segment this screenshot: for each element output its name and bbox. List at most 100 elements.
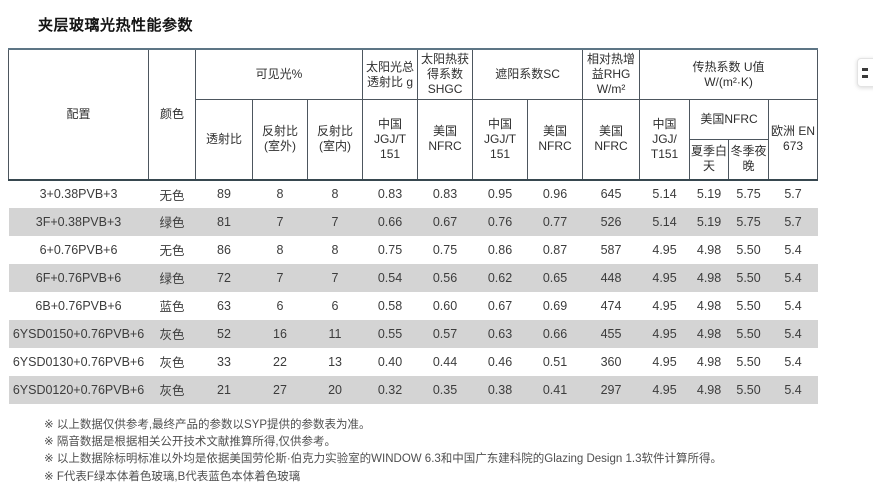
cell-value: 0.66 (377, 214, 403, 229)
cell-value: 0.62 (487, 270, 513, 285)
cell-color: 绿色 (159, 216, 185, 230)
table-header: 配置 颜色 可见光% 太阳光总透射比 g 太阳热获得系数 SHGC 遮阳系数SC… (8, 48, 819, 180)
cell-value: 0.57 (432, 326, 458, 341)
col-group-shgc: 太阳热获得系数 SHGC (417, 48, 474, 100)
cell-config: 6YSD0130+0.76PVB+6 (12, 354, 145, 369)
col-header-rhg-us: 美国 NFRC (582, 99, 641, 180)
cell-color: 无色 (148, 178, 196, 208)
cell-value: 0.96 (527, 178, 583, 208)
cell-color: 无色 (159, 244, 185, 258)
cell-value: 0.83 (362, 178, 418, 208)
cell-color: 灰色 (159, 384, 185, 398)
table-body: 3+0.38PVB+3 无色 89 8 8 0.83 0.83 0.95 0.96 645 5.14… (8, 178, 818, 404)
cell-value: 0.76 (487, 214, 513, 229)
cell-config: 6F+0.76PVB+6 (35, 270, 122, 285)
cell-value: 7 (331, 214, 339, 229)
table-row: 6F+0.76PVB+6 绿色 72 7 7 0.54 0.56 0.62 0.65 448 4.9… (8, 263, 818, 292)
cell-value: 0.65 (542, 270, 568, 285)
cell-value: 0.40 (377, 354, 403, 369)
cell-value: 22 (273, 354, 287, 369)
table-row: 6+0.76PVB+6 无色 86 8 8 0.75 0.75 0.86 0.87 587 4.95… (9, 236, 818, 264)
cell-config: 6YSD0120+0.76PVB+6 (12, 382, 145, 397)
cell-value: 5.19 (696, 214, 722, 229)
cell-value: 27 (273, 382, 287, 397)
table-row: 6B+0.76PVB+6 蓝色 63 6 6 0.58 0.60 0.67 0.69 474 4.9… (9, 292, 818, 320)
col-header-winter-night: 冬季夜晚 (728, 139, 770, 180)
cell-value: 16 (273, 326, 287, 341)
table-row: 3+0.38PVB+3 无色 89 8 8 0.83 0.83 0.95 0.96 645 5.14… (8, 178, 818, 208)
floating-widget[interactable] (857, 58, 873, 87)
cell-value: 4.95 (652, 242, 677, 257)
cell-config: 6B+0.76PVB+6 (35, 298, 122, 313)
cell-config: 3F+0.38PVB+3 (35, 214, 122, 229)
cell-value: 5.50 (736, 382, 761, 397)
col-header-config: 配置 (8, 48, 149, 180)
cell-value: 52 (217, 326, 231, 341)
cell-value: 21 (217, 382, 231, 397)
cell-value: 5.14 (639, 178, 690, 208)
col-header-u-us-nfrc: 美国NFRC (689, 99, 770, 140)
cell-value: 89 (195, 178, 253, 208)
cell-value: 0.46 (487, 354, 513, 369)
cell-value: 0.77 (542, 214, 568, 229)
cell-value: 6 (331, 298, 339, 313)
cell-value: 5.50 (736, 326, 761, 341)
cell-value: 11 (328, 326, 342, 341)
cell-value: 81 (217, 214, 231, 229)
cell-value: 0.69 (542, 298, 568, 313)
cell-value: 0.58 (377, 298, 403, 313)
cell-value: 8 (307, 178, 363, 208)
footnote: ※ 以上数据仅供参考,最终产品的参数以SYP提供的参数表为准。 (44, 418, 371, 431)
col-header-reflect-out: 反射比 (室外) (252, 99, 308, 180)
u-value-label: 传热系数 U值 W/(m²·K) (692, 59, 765, 89)
cell-value: 20 (328, 382, 342, 397)
cell-value: 86 (217, 242, 231, 257)
cell-value: 4.98 (696, 382, 722, 397)
cell-value: 0.95 (472, 178, 528, 208)
cell-value: 8 (331, 242, 339, 257)
cell-value: 0.75 (432, 242, 458, 257)
col-group-sc: 遮阳系数SC (472, 48, 584, 100)
cell-value: 360 (600, 354, 622, 369)
cell-value: 13 (328, 354, 342, 369)
cell-config: 6+0.76PVB+6 (39, 242, 118, 257)
cell-value: 0.60 (432, 298, 458, 313)
cell-value: 0.86 (487, 242, 513, 257)
cell-value: 0.67 (487, 298, 513, 313)
cell-value: 5.50 (736, 354, 761, 369)
col-header-u-eu: 欧洲 EN 673 (768, 99, 819, 180)
cell-value: 587 (600, 242, 622, 257)
cell-value: 5.4 (784, 354, 802, 369)
cell-value: 5.50 (736, 270, 761, 285)
cell-value: 0.87 (542, 242, 568, 257)
col-header-sc-china: 中国 JGJ/T 151 (472, 99, 529, 180)
col-header-color: 颜色 (148, 48, 196, 180)
cell-value: 33 (217, 354, 231, 369)
cell-value: 526 (600, 214, 622, 229)
cell-value: 5.75 (736, 214, 761, 229)
col-group-solar-g: 太阳光总透射比 g (362, 48, 419, 100)
cell-value: 0.67 (432, 214, 458, 229)
cell-color: 灰色 (159, 328, 185, 342)
cell-value: 4.95 (652, 326, 677, 341)
cell-value: 5.7 (768, 178, 818, 208)
cell-value: 4.95 (652, 382, 677, 397)
cell-value: 5.4 (784, 270, 802, 285)
cell-config: 3+0.38PVB+3 (8, 178, 149, 208)
cell-color: 灰色 (159, 356, 185, 370)
cell-value: 5.19 (689, 178, 729, 208)
cell-value: 8 (252, 178, 308, 208)
footnote: ※ 隔音数据是根据相关公开技术文献推算所得,仅供参考。 (44, 435, 337, 448)
table-row: 6YSD0120+0.76PVB+6 灰色 21 27 20 0.32 0.35 0.38 0.… (8, 375, 818, 404)
cell-value: 5.50 (736, 242, 761, 257)
cell-value: 474 (600, 298, 622, 313)
glass-performance-table: 配置 颜色 可见光% 太阳光总透射比 g 太阳热获得系数 SHGC 遮阳系数SC… (8, 48, 819, 404)
cell-value: 4.98 (696, 242, 722, 257)
cell-value: 4.98 (696, 270, 722, 285)
col-group-visible-light: 可见光% (194, 48, 364, 100)
cell-value: 0.66 (542, 326, 568, 341)
cell-config: 6YSD0150+0.76PVB+6 (12, 326, 145, 341)
cell-value: 5.4 (784, 242, 802, 257)
cell-value: 63 (217, 298, 231, 313)
col-header-summer-day: 夏季白天 (689, 139, 730, 180)
